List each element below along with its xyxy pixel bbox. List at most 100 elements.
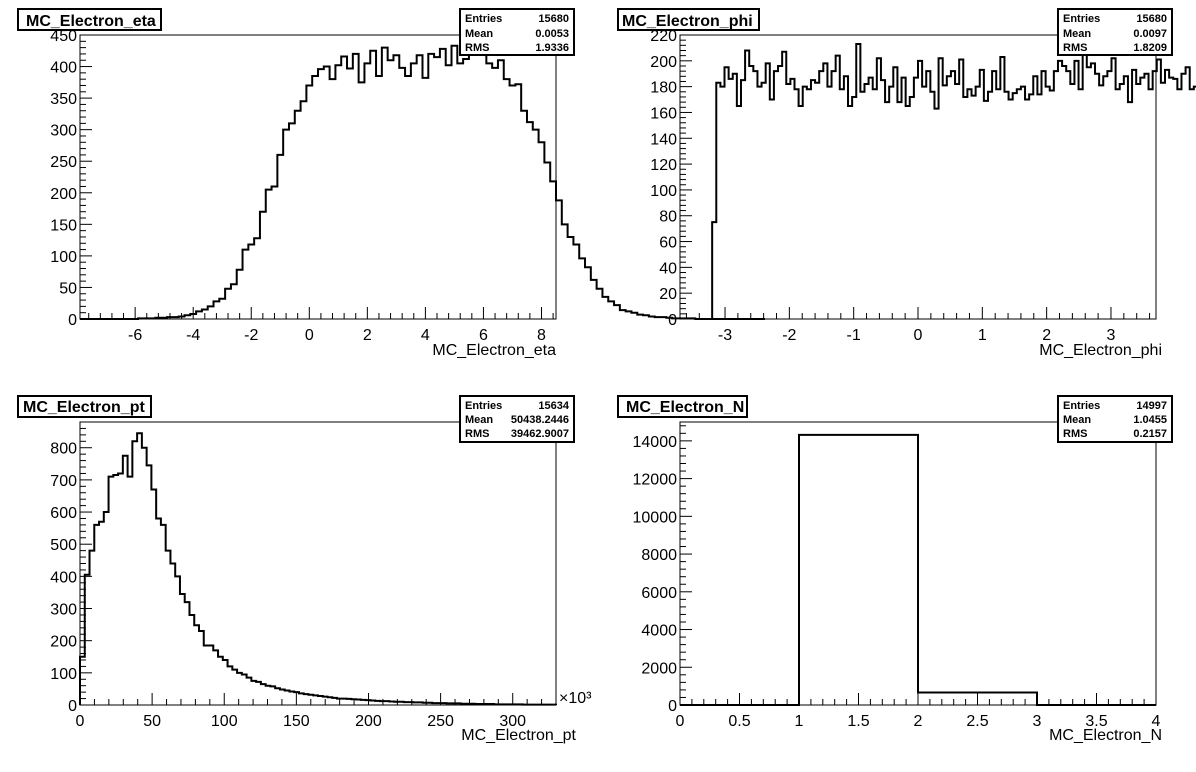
histogram-line <box>79 432 557 706</box>
x-tick-label: 150 <box>283 713 310 730</box>
stats-box <box>459 395 575 443</box>
y-tick-label: 20 <box>659 286 677 303</box>
x-tick-label: -2 <box>244 327 258 344</box>
stats-entries-label: Entries <box>1063 400 1100 412</box>
stats-box <box>1057 8 1173 56</box>
y-tick-label: 6000 <box>641 585 677 602</box>
x-tick-label: -6 <box>128 327 142 344</box>
x-tick-label: -1 <box>847 327 861 344</box>
x-tick-label: 250 <box>427 713 454 730</box>
stats-entries-label: Entries <box>465 400 502 412</box>
title-box <box>17 8 162 31</box>
y-tick-label: 200 <box>50 186 77 203</box>
stats-rms-label: RMS <box>465 42 489 54</box>
x-tick-label: 100 <box>211 713 238 730</box>
y-tick-labels: 0 50 100 150 200 250 300 350 400 450 <box>50 28 77 329</box>
y-tick-label: 2000 <box>641 660 677 677</box>
tick-marks <box>79 421 557 706</box>
x-tick-label: 0 <box>676 713 685 730</box>
x-axis-label: MC_Electron_eta <box>432 342 556 359</box>
y-tick-labels: 0 2000 4000 6000 8000 10000 12000 14000 <box>633 434 678 715</box>
x-tick-label: 0.5 <box>728 713 750 730</box>
x-tick-label: 50 <box>143 713 161 730</box>
stats-entries-value: 15680 <box>1136 13 1167 25</box>
stats-mean-value: 0.0053 <box>535 28 569 40</box>
y-tick-label: 160 <box>650 105 677 122</box>
histogram-line <box>80 41 765 320</box>
title-box <box>617 395 748 418</box>
x-tick-label: -4 <box>186 327 200 344</box>
y-tick-label: 60 <box>659 235 677 252</box>
y-tick-label: 700 <box>50 473 77 490</box>
x-tick-labels: 0 50 100 150 200 250 300 <box>76 713 527 730</box>
y-tick-label: 40 <box>659 260 677 277</box>
y-tick-label: 800 <box>50 441 77 458</box>
x-tick-label: 300 <box>499 713 526 730</box>
y-tick-label: 120 <box>650 157 677 174</box>
y-tick-label: 400 <box>50 60 77 77</box>
panel-n: 0 2000 4000 6000 8000 10000 12000 14000 0 0.5 1 1.… <box>617 395 1173 744</box>
y-tick-label: 0 <box>68 312 77 329</box>
x-tick-labels: -6 -4 -2 0 2 4 6 8 <box>128 327 546 344</box>
y-tick-label: 220 <box>650 28 677 45</box>
stats-mean-label: Mean <box>1063 414 1091 426</box>
y-tick-label: 600 <box>50 505 77 522</box>
x-axis-label: MC_Electron_phi <box>1039 342 1162 359</box>
stats-entries-value: 15634 <box>538 400 569 412</box>
stats-rms-value: 39462.9007 <box>511 428 569 440</box>
x-tick-label: -3 <box>718 327 732 344</box>
y-tick-label: 0 <box>668 698 677 715</box>
y-tick-label: 150 <box>50 217 77 234</box>
x-tick-label: 2 <box>1042 327 1051 344</box>
y-tick-label: 0 <box>68 698 77 715</box>
y-tick-label: 80 <box>659 209 677 226</box>
x-tick-label: 1 <box>795 713 804 730</box>
stats-mean-label: Mean <box>465 414 493 426</box>
x-tick-label: 2.5 <box>966 713 988 730</box>
stats-mean-value: 1.0455 <box>1133 414 1167 426</box>
x-tick-label: 3.5 <box>1085 713 1107 730</box>
y-tick-label: 180 <box>650 80 677 97</box>
x-tick-labels: 0 0.5 1 1.5 2 2.5 3 3.5 4 <box>676 713 1161 730</box>
y-tick-label: 100 <box>50 666 77 683</box>
plot-title: MC_Electron_eta <box>26 13 156 30</box>
x-tick-label: 1 <box>978 327 987 344</box>
histogram-line <box>680 433 1156 706</box>
stats-rms-label: RMS <box>1063 42 1087 54</box>
y-tick-label: 250 <box>50 154 77 171</box>
stats-box <box>459 8 575 56</box>
stats-rms-value: 1.8209 <box>1133 42 1167 54</box>
stats-entries-label: Entries <box>465 13 502 25</box>
stats-entries-value: 14997 <box>1136 400 1167 412</box>
y-tick-label: 8000 <box>641 547 677 564</box>
stats-mean-label: Mean <box>465 28 493 40</box>
stats-rms-label: RMS <box>465 428 489 440</box>
x-axis-label: MC_Electron_pt <box>461 727 576 744</box>
tick-marks <box>680 34 1151 320</box>
y-tick-label: 14000 <box>633 434 678 451</box>
plot-title: MC_Electron_pt <box>23 399 145 416</box>
y-tick-label: 0 <box>668 312 677 329</box>
x-tick-label: 4 <box>1152 713 1161 730</box>
x-axis-label: MC_Electron_N <box>1049 727 1162 744</box>
x-tick-label: 4 <box>421 327 430 344</box>
panel-pt: 0 100 200 300 400 500 600 700 800 0 50 100 150 200 25… <box>17 395 592 744</box>
x-tick-label: 3 <box>1107 327 1116 344</box>
plot-title: MC_Electron_N <box>626 399 744 416</box>
x-tick-label: 1.5 <box>847 713 869 730</box>
title-box <box>617 8 760 31</box>
y-tick-label: 300 <box>50 602 77 619</box>
stats-rms-value: 1.9336 <box>535 42 569 54</box>
stats-mean-value: 0.0097 <box>1133 28 1167 40</box>
stats-rms-label: RMS <box>1063 428 1087 440</box>
y-tick-label: 350 <box>50 91 77 108</box>
x-tick-label: 200 <box>355 713 382 730</box>
x-tick-label: 3 <box>1033 713 1042 730</box>
y-tick-label: 500 <box>50 537 77 554</box>
y-tick-label: 100 <box>650 183 677 200</box>
y-tick-label: 4000 <box>641 623 677 640</box>
y-tick-label: 50 <box>59 280 77 297</box>
y-tick-label: 140 <box>650 131 677 148</box>
